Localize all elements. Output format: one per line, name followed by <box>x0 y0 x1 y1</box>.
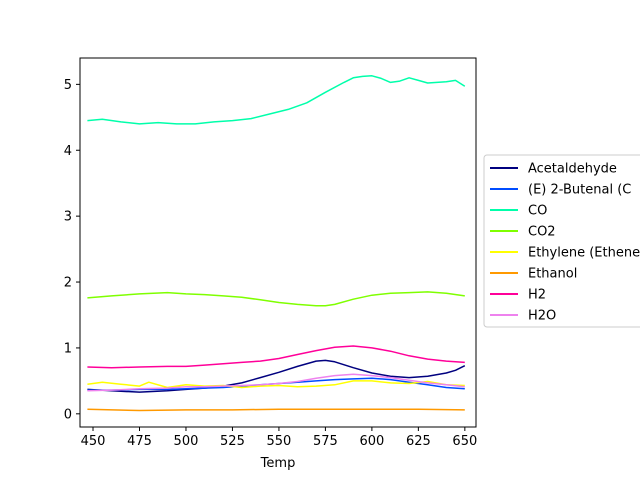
legend-label: H2 <box>528 288 546 303</box>
series-line-7 <box>87 373 465 392</box>
series-line-0 <box>87 359 466 393</box>
x-tick-label: 450 <box>81 434 106 449</box>
series-line-5 <box>87 408 465 412</box>
series-line-4 <box>87 380 465 389</box>
series-layer <box>87 75 466 412</box>
y-tick-label: 0 <box>64 407 72 422</box>
y-tick-label: 3 <box>64 210 72 225</box>
y-tick-label: 1 <box>64 341 72 356</box>
legend-label: Acetaldehyde <box>528 162 617 177</box>
x-tick-label: 575 <box>313 434 338 449</box>
x-tick-label: 500 <box>174 434 199 449</box>
legend-label: H2O <box>528 309 556 324</box>
series-line-6 <box>87 345 465 369</box>
plot-frame <box>79 57 477 428</box>
legend: Acetaldehyde (E) 2-Butenal (C CO CO2 Ethylen… <box>483 154 640 328</box>
legend-label: (E) 2-Butenal (C <box>528 183 631 198</box>
legend-label: Ethylene (Ethene <box>528 246 640 261</box>
x-tick-label: 600 <box>359 434 384 449</box>
series-line-3 <box>87 291 465 307</box>
x-tick-label: 650 <box>452 434 477 449</box>
y-tick-label: 2 <box>64 276 72 291</box>
x-axis: 450 475 500 525 550 575 600 625 650 <box>81 427 477 449</box>
y-tick-label: 5 <box>64 78 72 93</box>
series-line-2 <box>87 75 466 125</box>
x-axis-title: Temp <box>260 456 296 471</box>
y-tick-label: 4 <box>64 144 72 159</box>
x-tick-label: 475 <box>127 434 152 449</box>
x-tick-label: 525 <box>220 434 245 449</box>
legend-label: CO <box>528 204 547 219</box>
y-axis: 0 1 2 3 4 5 <box>64 78 80 422</box>
legend-label: Ethanol <box>528 267 577 282</box>
legend-box <box>483 154 640 328</box>
x-tick-label: 625 <box>406 434 431 449</box>
x-tick-label: 550 <box>267 434 292 449</box>
legend-label: CO2 <box>528 225 556 240</box>
